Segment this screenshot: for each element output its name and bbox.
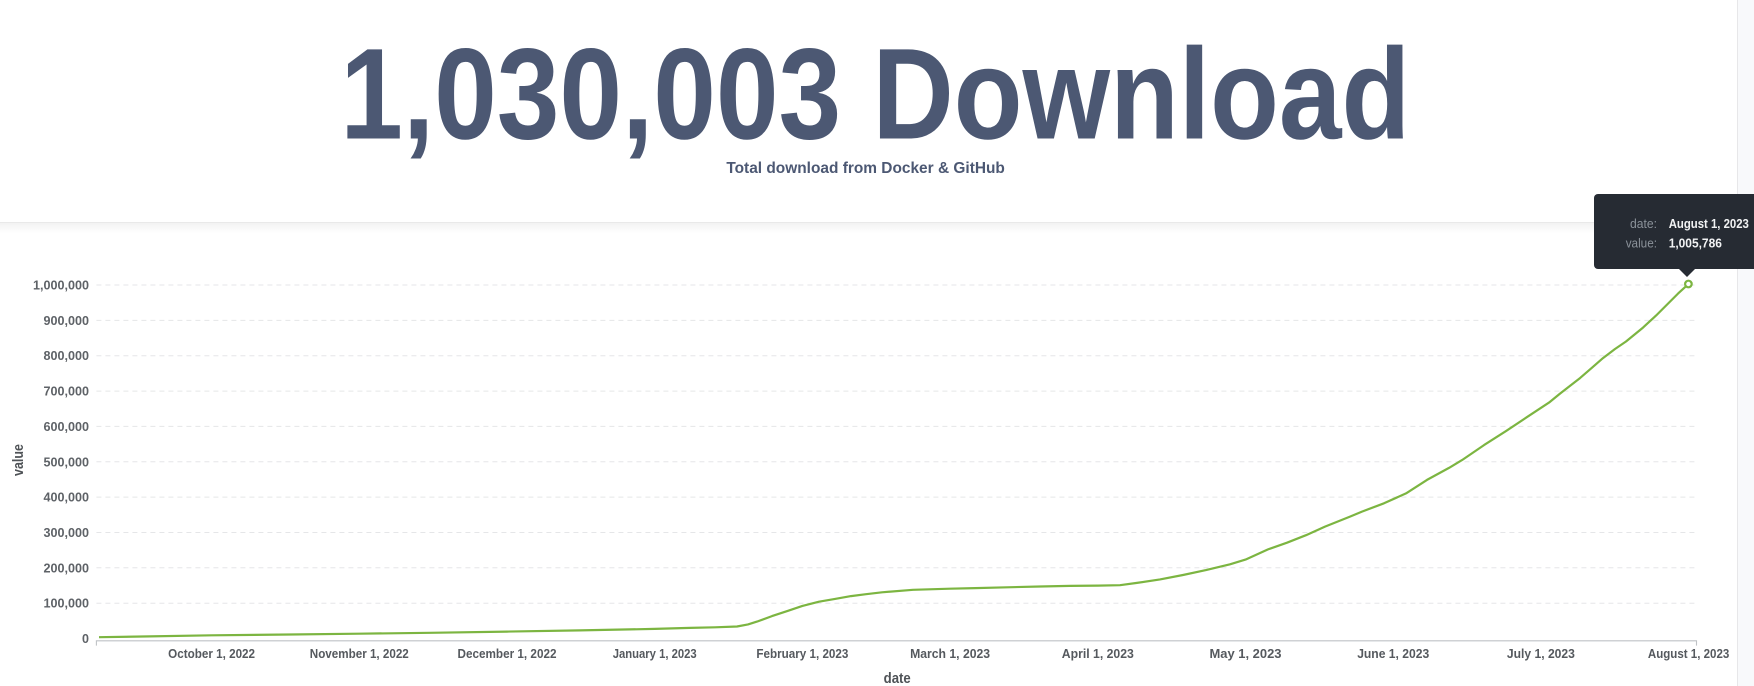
svg-text:900,000: 900,000 xyxy=(44,314,90,328)
svg-text:May 1, 2023: May 1, 2023 xyxy=(1210,646,1282,661)
svg-text:June 1, 2023: June 1, 2023 xyxy=(1357,646,1429,661)
svg-text:January 1, 2023: January 1, 2023 xyxy=(613,646,697,661)
svg-text:April 1, 2023: April 1, 2023 xyxy=(1062,646,1134,661)
svg-text:700,000: 700,000 xyxy=(44,385,90,399)
svg-text:500,000: 500,000 xyxy=(44,455,90,469)
svg-text:Total download from Docker & G: Total download from Docker & GitHub xyxy=(726,160,1005,177)
svg-text:February 1, 2023: February 1, 2023 xyxy=(756,646,848,661)
svg-text:value: value xyxy=(10,444,27,476)
svg-text:100,000: 100,000 xyxy=(44,597,90,611)
svg-text:November 1, 2022: November 1, 2022 xyxy=(310,646,409,661)
svg-text:300,000: 300,000 xyxy=(44,526,90,540)
svg-text:1,000,000: 1,000,000 xyxy=(33,279,89,293)
svg-text:200,000: 200,000 xyxy=(44,561,90,575)
svg-text:August 1, 2023: August 1, 2023 xyxy=(1648,646,1729,661)
svg-text:July 1, 2023: July 1, 2023 xyxy=(1507,646,1575,661)
svg-text:0: 0 xyxy=(82,632,89,646)
svg-text:800,000: 800,000 xyxy=(44,349,90,363)
svg-text:December 1, 2022: December 1, 2022 xyxy=(458,646,557,661)
svg-text:600,000: 600,000 xyxy=(44,420,90,434)
svg-text:October 1, 2022: October 1, 2022 xyxy=(168,646,255,661)
svg-text:March 1, 2023: March 1, 2023 xyxy=(910,646,990,661)
svg-text:date: date xyxy=(884,670,911,686)
svg-text:400,000: 400,000 xyxy=(44,491,90,505)
svg-text:1,030,003 Download: 1,030,003 Download xyxy=(340,23,1410,167)
